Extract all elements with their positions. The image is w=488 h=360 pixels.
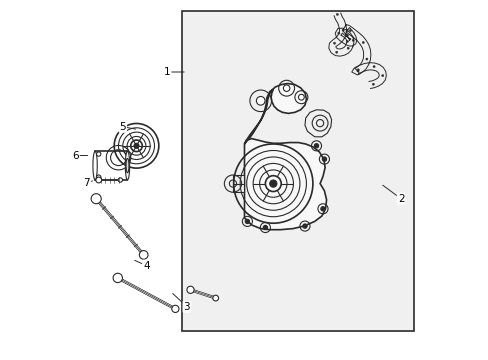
Ellipse shape xyxy=(125,151,129,180)
Circle shape xyxy=(320,207,325,211)
Text: 4: 4 xyxy=(143,261,150,271)
Circle shape xyxy=(322,157,326,161)
Text: 2: 2 xyxy=(397,194,404,204)
Polygon shape xyxy=(305,110,331,137)
Circle shape xyxy=(348,30,351,32)
Circle shape xyxy=(283,85,289,91)
Circle shape xyxy=(342,29,344,31)
Circle shape xyxy=(113,273,122,283)
Circle shape xyxy=(356,70,358,72)
FancyBboxPatch shape xyxy=(181,11,413,331)
Polygon shape xyxy=(244,84,306,144)
Circle shape xyxy=(244,219,249,224)
Circle shape xyxy=(186,286,194,293)
Text: 1: 1 xyxy=(163,67,170,77)
Circle shape xyxy=(356,69,359,71)
Circle shape xyxy=(171,305,179,312)
Circle shape xyxy=(362,41,364,44)
Circle shape xyxy=(335,51,337,53)
Circle shape xyxy=(269,180,276,187)
Circle shape xyxy=(346,34,348,36)
Circle shape xyxy=(365,58,367,60)
Circle shape xyxy=(337,32,339,34)
Text: 5: 5 xyxy=(119,122,126,132)
Circle shape xyxy=(371,83,374,85)
Text: 3: 3 xyxy=(183,302,190,312)
Circle shape xyxy=(336,13,338,15)
Circle shape xyxy=(302,224,306,228)
Circle shape xyxy=(346,29,347,31)
Circle shape xyxy=(351,39,354,41)
FancyBboxPatch shape xyxy=(95,151,127,180)
Circle shape xyxy=(333,42,335,44)
Circle shape xyxy=(96,177,102,183)
Circle shape xyxy=(298,94,304,100)
Circle shape xyxy=(346,47,348,49)
Circle shape xyxy=(134,143,139,148)
Text: 6: 6 xyxy=(72,150,79,161)
Circle shape xyxy=(212,295,218,301)
Circle shape xyxy=(139,251,148,259)
Circle shape xyxy=(91,194,101,204)
Ellipse shape xyxy=(93,151,97,180)
Circle shape xyxy=(118,178,122,182)
Polygon shape xyxy=(232,175,244,192)
Ellipse shape xyxy=(126,158,129,173)
Circle shape xyxy=(346,40,348,42)
Circle shape xyxy=(263,225,267,230)
Circle shape xyxy=(381,75,383,77)
Circle shape xyxy=(256,96,264,105)
Circle shape xyxy=(372,66,374,68)
Polygon shape xyxy=(244,139,326,230)
Text: 7: 7 xyxy=(83,178,90,188)
Circle shape xyxy=(314,144,318,148)
